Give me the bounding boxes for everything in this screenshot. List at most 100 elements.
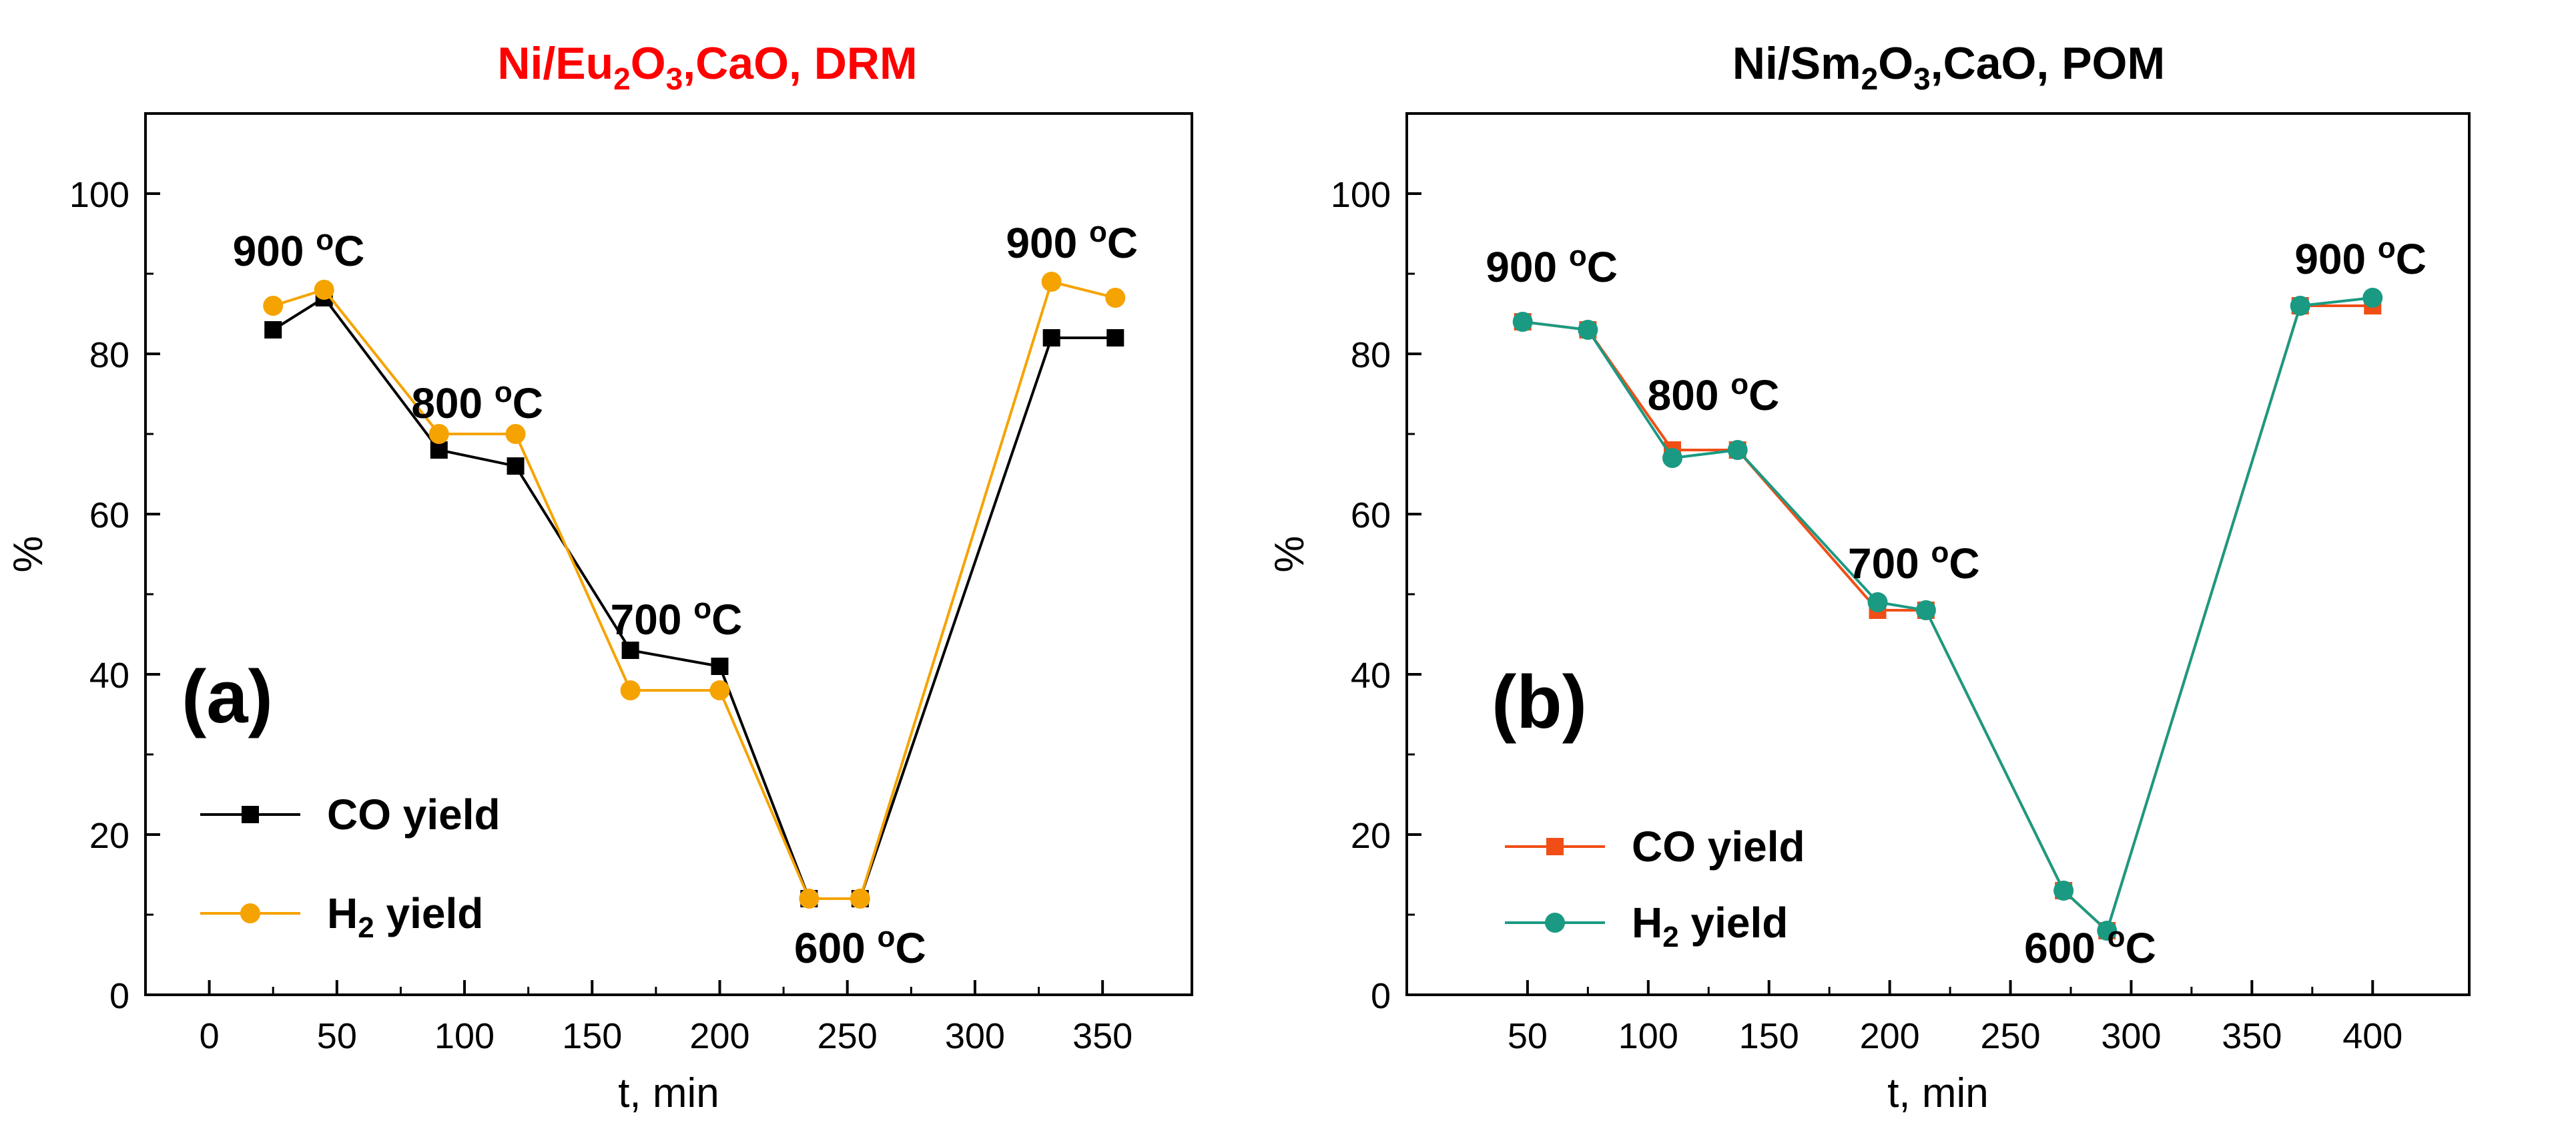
co-yield-point: [711, 658, 729, 675]
annotation-value: 900: [1006, 219, 1089, 267]
x-tick-label: 150: [562, 1016, 622, 1056]
h2-yield-point: [1662, 448, 1682, 468]
series-line: [272, 296, 1116, 900]
annotation-superscript: o: [1089, 216, 1107, 248]
annotation-unit: C: [334, 227, 364, 275]
x-tick-label: 300: [2101, 1016, 2161, 1056]
annotation-superscript: o: [878, 921, 896, 953]
co-yield-point: [1042, 329, 1060, 347]
legend-label: CO yield: [1632, 823, 1805, 871]
title-subscript: 3: [1913, 61, 1931, 96]
h2-yield-point: [1578, 320, 1598, 340]
h2-yield-point: [428, 424, 449, 444]
legend-label: H2 yield: [1632, 899, 1788, 953]
title-subscript: 2: [1861, 61, 1879, 96]
y-axis-label: %: [5, 535, 51, 572]
h2-yield-point: [263, 296, 284, 316]
legend-label: CO yield: [327, 790, 501, 839]
title-part: O: [631, 38, 666, 89]
annotation-superscript: o: [1569, 240, 1587, 272]
co-yield-point: [621, 642, 639, 659]
plot-frame: [1405, 112, 2471, 996]
temperature-annotation: 800 oC: [411, 376, 543, 427]
x-tick-label: 0: [200, 1016, 220, 1056]
x-tick-label: 250: [818, 1016, 878, 1056]
h2-yield-point: [2053, 881, 2074, 901]
annotation-value: 900: [233, 227, 316, 275]
x-tick-label: 200: [1860, 1016, 1920, 1056]
legend-text: yield: [374, 889, 484, 937]
x-tick-label: 200: [689, 1016, 749, 1056]
annotation-superscript: o: [2378, 232, 2396, 264]
h2-yield-point: [1041, 272, 1062, 292]
legend: CO yield H2 yield: [1505, 823, 1805, 953]
temperature-annotation: 600 oC: [794, 921, 926, 972]
annotation-value: 700: [1848, 539, 1931, 588]
annotation-value: 600: [2024, 924, 2108, 972]
h2-yield-point: [505, 424, 526, 444]
h2-yield-point: [2362, 288, 2383, 308]
chart-title: Ni/Sm2O3,CaO, POM: [1732, 38, 2165, 96]
legend-marker-h2: [240, 903, 260, 923]
legend-marker-h2: [1545, 913, 1565, 933]
y-tick-label: 60: [89, 495, 129, 535]
temperature-annotation: 900 oC: [1486, 240, 1618, 291]
h2-yield-point: [1105, 288, 1126, 308]
x-tick-label: 350: [1072, 1016, 1133, 1056]
h2-yield-point: [314, 280, 334, 300]
annotation-unit: C: [1949, 539, 1979, 588]
h2-yield-point: [850, 889, 870, 909]
annotation-unit: C: [2126, 924, 2156, 972]
legend-marker-co: [1546, 838, 1564, 855]
y-tick-label: 20: [1351, 816, 1391, 856]
series-line: [272, 280, 1116, 900]
legend-subscript: 2: [358, 911, 374, 944]
title-part: Ni/Sm: [1732, 38, 1861, 89]
y-tick-label: 20: [89, 816, 129, 856]
y-tick-label: 80: [1351, 335, 1391, 375]
annotation-superscript: o: [1931, 536, 1949, 569]
title-subscript: 3: [666, 61, 683, 96]
legend-text: H: [1632, 899, 1662, 947]
y-tick-label: 60: [1351, 495, 1391, 535]
x-axis-label: t, min: [1887, 1070, 1989, 1116]
annotation-unit: C: [1107, 219, 1138, 267]
y-axis-label: %: [1267, 535, 1313, 572]
x-tick-label: 50: [317, 1016, 357, 1056]
y-tick-label: 80: [89, 335, 129, 375]
x-axis-label: t, min: [618, 1070, 719, 1116]
x-tick-label: 100: [1618, 1016, 1678, 1056]
h2-yield-point: [799, 889, 820, 909]
annotation-unit: C: [1748, 371, 1779, 419]
annotation-superscript: o: [1730, 368, 1748, 401]
h2-yield-point: [2290, 296, 2310, 316]
h2-yield-point: [1727, 440, 1748, 460]
temperature-annotation: 900 oC: [1006, 216, 1138, 267]
h2-yield-point: [2097, 921, 2118, 941]
annotation-superscript: o: [316, 224, 334, 256]
temperature-annotation: 900 oC: [233, 224, 365, 275]
y-tick-label: 100: [1331, 175, 1391, 215]
x-tick-label: 350: [2222, 1016, 2282, 1056]
annotation-superscript: o: [2108, 921, 2126, 953]
h2-yield-point: [1915, 600, 1936, 620]
title-part: O: [1878, 38, 1913, 89]
co-yield-point: [1106, 329, 1124, 347]
annotation-value: 900: [1486, 243, 1569, 291]
h2-yield-point: [620, 680, 641, 700]
co-yield-point: [430, 441, 448, 459]
legend: CO yield H2 yield: [200, 790, 501, 944]
annotation-value: 800: [411, 379, 495, 427]
annotation-value: 900: [2294, 235, 2378, 283]
temperature-annotation: 900 oC: [2294, 232, 2427, 283]
y-tick-label: 40: [89, 656, 129, 696]
h2-yield-point: [1867, 592, 1888, 612]
annotation-unit: C: [1587, 243, 1618, 291]
series-line: [1522, 296, 2373, 933]
annotation-superscript: o: [495, 376, 513, 409]
title-part: ,CaO, POM: [1931, 38, 2165, 89]
annotation-unit: C: [895, 924, 926, 972]
